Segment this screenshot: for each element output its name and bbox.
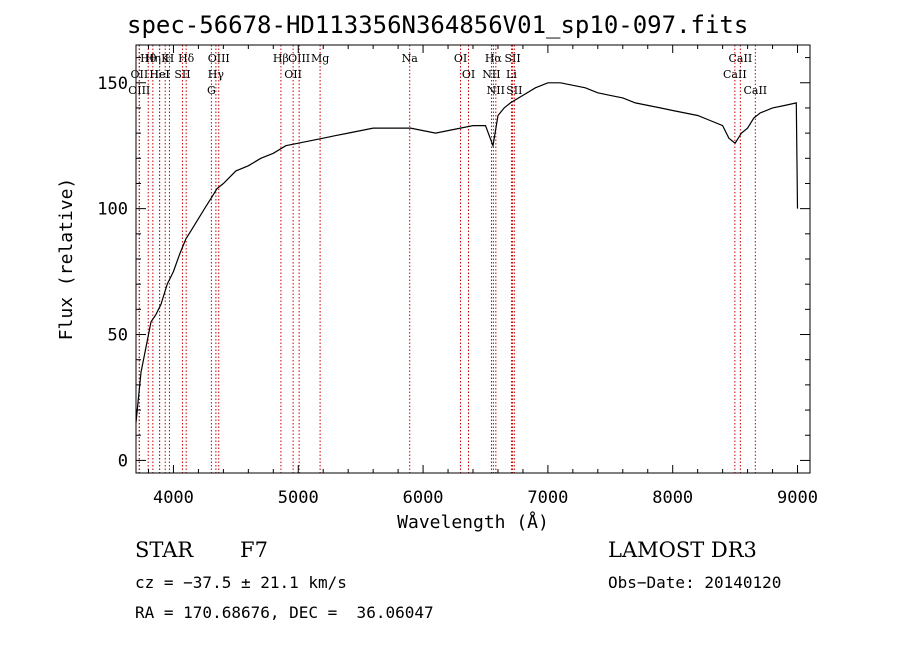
- line-markers: [138, 45, 756, 473]
- axes: 4000 5000 6000 7000 8000 9000 0 50 100 150 Wavelen…: [56, 44, 818, 533]
- line-label: OIII: [128, 84, 150, 97]
- line-label: Hγ: [208, 68, 225, 81]
- line-label: K: [161, 52, 170, 65]
- line-label: CaII: [743, 84, 767, 97]
- x-tick-label: 9000: [777, 488, 818, 508]
- line-label: Mg: [311, 52, 329, 65]
- redshift-velocity: cz = −37.5 ± 21.1 km/s: [135, 573, 347, 592]
- line-label: CaII: [729, 52, 753, 65]
- line-label: SII: [506, 84, 522, 97]
- x-axis-label: Wavelength (Å): [397, 511, 549, 533]
- y-tick-label: 150: [97, 74, 128, 94]
- line-label: Hθ: [140, 52, 157, 65]
- line-label: OI: [454, 52, 467, 65]
- line-label: SII: [504, 52, 520, 65]
- line-label: HeI: [149, 68, 169, 81]
- spectrum-line: [135, 82, 799, 423]
- y-tick-label: 50: [108, 326, 128, 346]
- line-label: NII: [482, 68, 500, 81]
- spectrum-path: [135, 82, 799, 423]
- line-label: Hα: [485, 52, 503, 65]
- line-label: H: [165, 52, 175, 65]
- line-label: Hδ: [178, 52, 195, 65]
- y-tick-label: 100: [97, 200, 128, 220]
- y-tick-label: 0: [118, 451, 128, 471]
- line-label: Hη: [145, 52, 161, 65]
- x-tick-label: 6000: [403, 488, 444, 508]
- spectral-subclass: F7: [240, 538, 268, 562]
- object-class: STAR: [135, 538, 194, 562]
- line-label: Li: [506, 68, 517, 81]
- survey-label: LAMOST DR3: [608, 538, 757, 562]
- line-label: CaII: [723, 68, 747, 81]
- line-label: OII: [131, 68, 149, 81]
- x-tick-label: 8000: [652, 488, 693, 508]
- x-tick-label: 4000: [153, 488, 194, 508]
- y-axis-label: Flux (relative): [56, 178, 77, 341]
- line-label: OIII: [208, 52, 230, 65]
- line-label: OI: [462, 68, 475, 81]
- observation-date: Obs−Date: 20140120: [608, 573, 782, 592]
- line-label: SII: [174, 68, 190, 81]
- line-label: OIII: [288, 52, 310, 65]
- line-label: NII: [487, 84, 505, 97]
- x-tick-label: 7000: [527, 488, 568, 508]
- line-label: OII: [284, 68, 302, 81]
- line-label: Na: [402, 52, 419, 65]
- chart-title: spec-56678-HD113356N364856V01_sp10-097.f…: [127, 11, 749, 39]
- line-label: HeI: [149, 68, 169, 81]
- line-label: G: [207, 84, 216, 97]
- coordinates: RA = 170.68676, DEC = 36.06047: [135, 603, 434, 622]
- plot-frame: [135, 44, 811, 474]
- x-tick-label: 5000: [278, 488, 319, 508]
- line-label: Hβ: [273, 52, 289, 65]
